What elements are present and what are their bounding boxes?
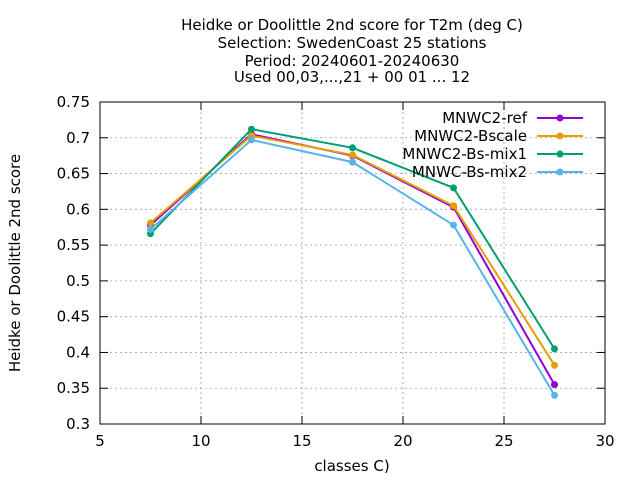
legend: MNWC2-refMNWC2-BscaleMNWC2-Bs-mix1MNWC-B… xyxy=(402,109,583,181)
series-lines xyxy=(147,125,558,399)
legend-label: MNWC2-Bs-mix1 xyxy=(402,145,527,163)
data-point xyxy=(349,158,356,166)
data-point xyxy=(450,184,457,192)
title-line-4: Used 00,03,...,21 + 00 01 ... 12 xyxy=(234,68,470,86)
title-line-1: Heidke or Doolittle 2nd score for T2m (d… xyxy=(181,16,523,34)
legend-label: MNWC2-ref xyxy=(442,109,527,127)
legend-marker xyxy=(556,168,564,176)
data-point xyxy=(147,225,154,233)
plot-border xyxy=(99,101,606,425)
y-tick-label: 0.45 xyxy=(57,308,90,326)
x-tick-label: 5 xyxy=(95,432,105,450)
data-point xyxy=(450,221,457,229)
legend-marker xyxy=(556,150,564,158)
series-3 xyxy=(147,125,558,353)
x-tick-label: 15 xyxy=(292,432,311,450)
y-tick-label: 0.55 xyxy=(57,236,90,254)
series-4 xyxy=(147,136,558,399)
legend-item: MNWC2-ref xyxy=(442,109,583,127)
x-axis-label: classes C) xyxy=(314,457,389,475)
data-point xyxy=(147,219,154,227)
legend-marker xyxy=(556,114,564,122)
grid xyxy=(100,102,605,424)
legend-item: MNWC2-Bs-mix1 xyxy=(402,145,583,163)
legend-label: MNWC-Bs-mix2 xyxy=(412,163,527,181)
title-line-2: Selection: SwedenCoast 25 stations xyxy=(218,34,487,52)
y-axis-ticks: 0.3 0.35 0.4 0.45 0.5 0.55 0.6 0.65 0.7 0.75 xyxy=(57,93,605,433)
x-axis-ticks: 5 10 15 20 25 30 xyxy=(95,102,615,450)
data-point xyxy=(551,361,558,369)
y-tick-label: 0.6 xyxy=(66,200,90,218)
data-point xyxy=(248,125,255,133)
legend-item: MNWC2-Bscale xyxy=(414,127,583,145)
y-tick-label: 0.75 xyxy=(57,93,90,111)
data-point xyxy=(450,202,457,210)
chart-title: Heidke or Doolittle 2nd score for T2m (d… xyxy=(181,16,523,86)
x-tick-label: 30 xyxy=(595,432,614,450)
data-point xyxy=(551,345,558,353)
y-tick-label: 0.5 xyxy=(66,272,90,290)
y-tick-label: 0.3 xyxy=(66,415,90,433)
data-point xyxy=(349,151,356,159)
data-point xyxy=(349,144,356,152)
data-point xyxy=(248,136,255,144)
x-tick-label: 25 xyxy=(494,432,513,450)
title-line-3: Period: 20240601-20240630 xyxy=(245,52,460,70)
y-tick-label: 0.35 xyxy=(57,379,90,397)
data-point xyxy=(551,391,558,399)
x-tick-label: 20 xyxy=(393,432,412,450)
legend-item: MNWC-Bs-mix2 xyxy=(412,163,583,181)
y-tick-label: 0.4 xyxy=(66,343,90,361)
y-tick-label: 0.65 xyxy=(57,165,90,183)
y-axis-label: Heidke or Doolittle 2nd score xyxy=(6,154,24,372)
y-tick-label: 0.7 xyxy=(66,129,90,147)
data-point xyxy=(551,381,558,389)
legend-label: MNWC2-Bscale xyxy=(414,127,527,145)
legend-marker xyxy=(556,132,564,140)
x-tick-label: 10 xyxy=(191,432,210,450)
